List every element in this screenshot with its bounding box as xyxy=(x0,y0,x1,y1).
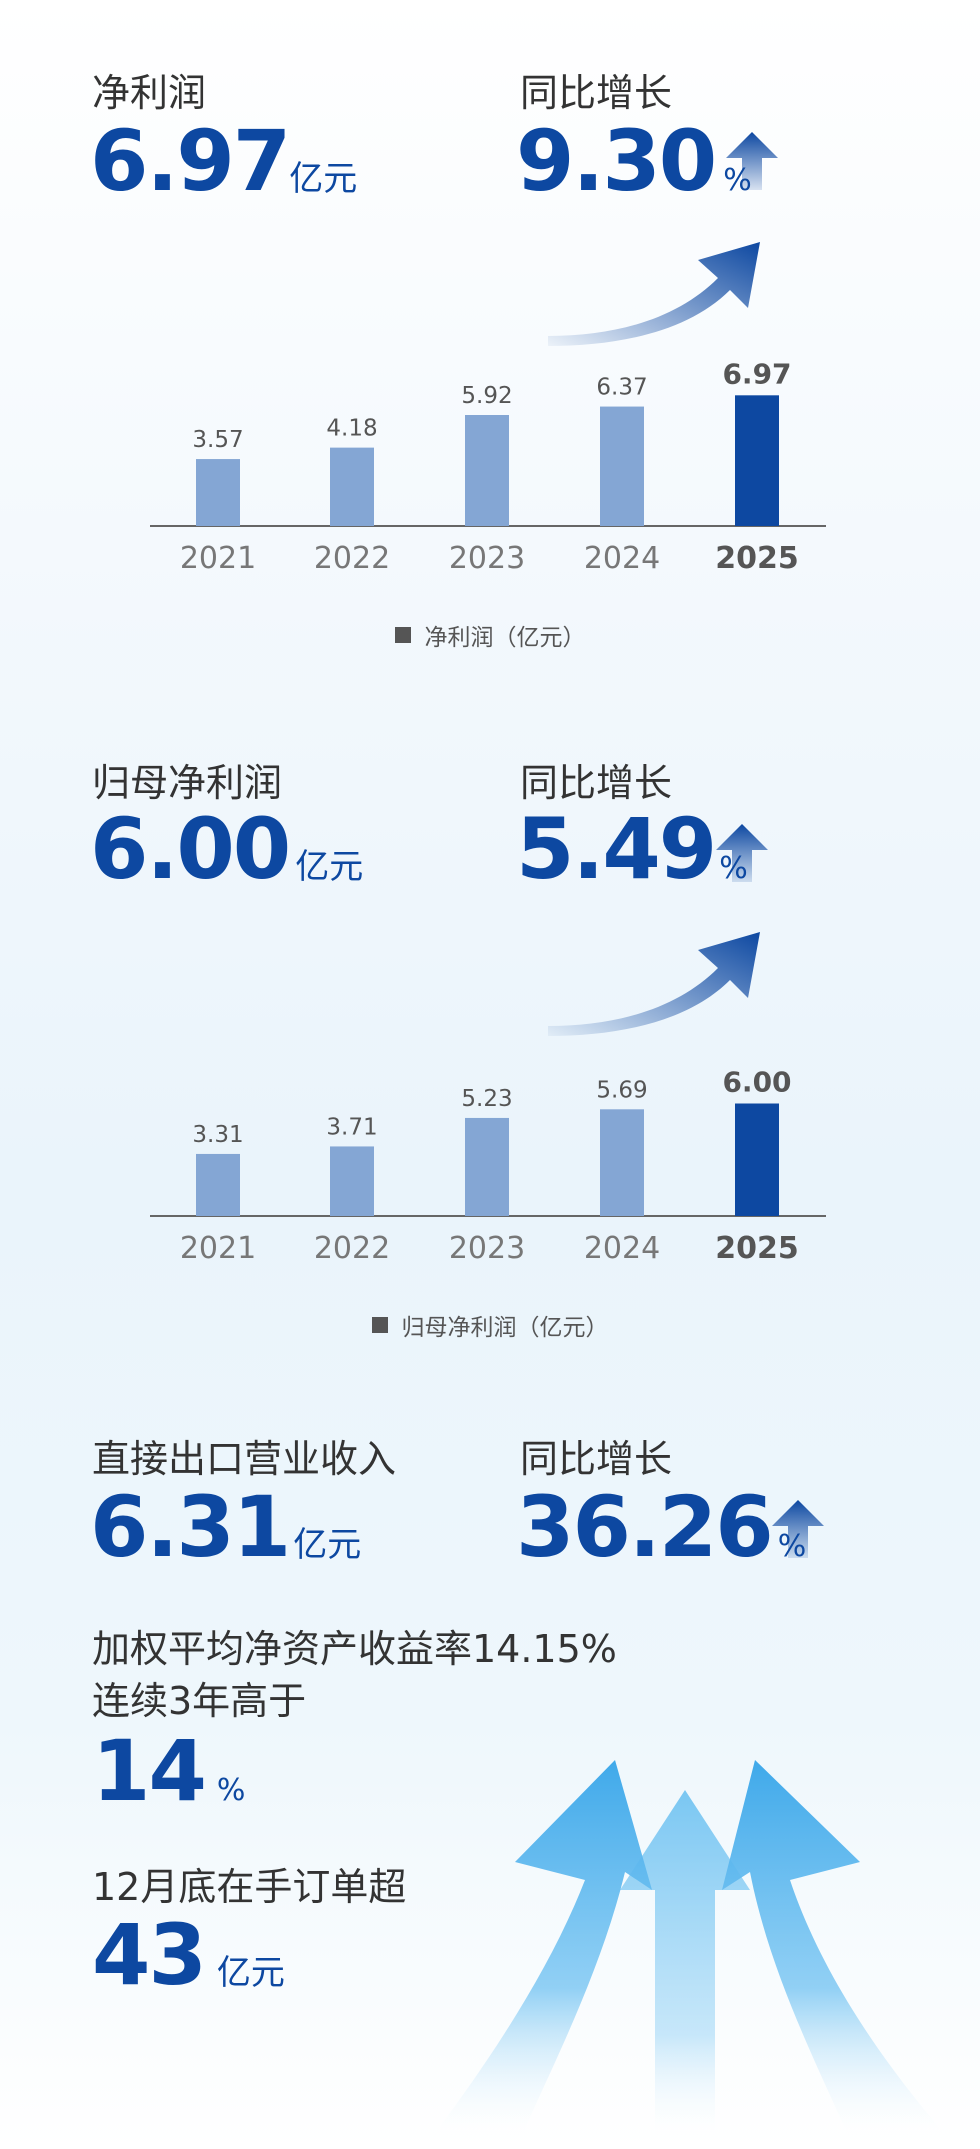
bar-value-label: 6.97 xyxy=(722,360,791,390)
orders-label: 12月底在手订单超 xyxy=(92,1865,407,1909)
bar-value-label: 3.71 xyxy=(326,1114,377,1140)
x-tick-label: 2021 xyxy=(180,1231,256,1266)
net-profit-label: 净利润 xyxy=(92,71,207,115)
parent-net-profit-chart: 3.31 2021 3.71 2022 5.23 2023 5.69 2024 6.00 2025 xyxy=(0,1050,980,1280)
bar-2022 xyxy=(330,1146,374,1216)
parent-net-profit-growth-label: 同比增长 xyxy=(520,761,673,805)
bar-value-label: 4.18 xyxy=(326,416,377,442)
parent-net-profit-legend: 归母净利润（亿元） xyxy=(0,1308,980,1342)
bar-value-label: 5.23 xyxy=(461,1086,512,1112)
growth-curve-arrow-icon xyxy=(548,932,760,1036)
x-tick-label: 2023 xyxy=(449,1231,525,1266)
bar-value-label: 5.69 xyxy=(596,1077,647,1103)
x-tick-label: 2021 xyxy=(180,541,256,576)
bar-2025 xyxy=(735,1103,779,1216)
bar-2022 xyxy=(330,447,374,526)
parent-net-profit-legend-label: 归母净利润（亿元） xyxy=(401,1315,609,1341)
roe-value-group: 14 % xyxy=(92,1722,245,1820)
bar-2025 xyxy=(735,395,779,526)
parent-net-profit-growth-group: 5.49 % xyxy=(516,800,748,898)
x-tick-label: 2024 xyxy=(584,1231,660,1266)
bar-value-label: 6.00 xyxy=(722,1066,791,1099)
net-profit-bar-chart: 3.57 2021 4.18 2022 5.92 2023 6.37 2024 6.97 2025 xyxy=(150,360,826,576)
orders-value: 43 xyxy=(92,1906,207,2004)
net-profit-growth-group: 9.30 % xyxy=(516,112,752,210)
x-tick-label: 2023 xyxy=(449,541,525,576)
export-revenue-label: 直接出口营业收入 xyxy=(92,1437,397,1481)
parent-net-profit-value-group: 6.00 亿元 xyxy=(90,800,363,898)
parent-net-profit-value: 6.00 xyxy=(90,800,291,898)
roe-value: 14 xyxy=(92,1722,207,1820)
x-tick-label: 2024 xyxy=(584,541,660,576)
export-revenue-value: 6.31 xyxy=(90,1478,291,1576)
x-tick-label: 2025 xyxy=(715,1231,799,1266)
export-revenue-growth-value: 36.26 xyxy=(516,1478,774,1576)
parent-net-profit-growth-value: 5.49 xyxy=(516,800,717,898)
net-profit-unit: 亿元 xyxy=(289,159,358,199)
parent-net-profit-bar-chart: 3.31 2021 3.71 2022 5.23 2023 5.69 2024 6.00 2025 xyxy=(150,1066,826,1266)
legend-swatch xyxy=(394,627,411,643)
bar-2024 xyxy=(600,1109,644,1216)
up-arrow-icon xyxy=(726,132,778,190)
roe-unit: % xyxy=(216,1773,246,1808)
orders-unit: 亿元 xyxy=(216,1953,285,1993)
net-profit-legend: 净利润（亿元） xyxy=(0,618,980,652)
bar-value-label: 3.57 xyxy=(192,427,243,453)
bar-value-label: 5.92 xyxy=(461,383,512,409)
bar-2023 xyxy=(465,1117,509,1216)
bar-value-label: 6.37 xyxy=(596,375,647,401)
bar-value-label: 3.31 xyxy=(192,1122,243,1148)
up-arrow-icon xyxy=(772,1500,824,1558)
x-tick-label: 2022 xyxy=(314,541,390,576)
x-tick-label: 2025 xyxy=(715,541,799,576)
roe-line-1: 加权平均净资产收益率14.15% xyxy=(92,1627,617,1671)
export-revenue-value-group: 6.31 亿元 xyxy=(90,1478,361,1576)
net-profit-legend-label: 净利润（亿元） xyxy=(424,625,586,651)
net-profit-value: 6.97 xyxy=(90,112,291,210)
parent-net-profit-unit: 亿元 xyxy=(295,847,364,887)
roe-line-2: 连续3年高于 xyxy=(92,1679,307,1723)
bar-2024 xyxy=(600,406,644,526)
bar-2023 xyxy=(465,415,509,526)
parent-net-profit-label: 归母净利润 xyxy=(92,761,283,805)
net-profit-growth-label: 同比增长 xyxy=(520,71,673,115)
x-tick-label: 2022 xyxy=(314,1231,390,1266)
export-revenue-unit: 亿元 xyxy=(293,1525,362,1565)
legend-swatch xyxy=(371,1317,388,1333)
net-profit-growth-value: 9.30 xyxy=(516,112,717,210)
export-revenue-growth-label: 同比增长 xyxy=(520,1437,673,1481)
bar-2021 xyxy=(196,459,240,526)
growth-curve-arrow-icon xyxy=(548,242,760,346)
net-profit-chart: 3.57 2021 4.18 2022 5.92 2023 6.37 2024 6.97 2025 xyxy=(0,360,980,590)
export-revenue-growth-group: 36.26 % xyxy=(516,1478,806,1576)
rising-arrows-decoration-icon xyxy=(430,1760,950,2140)
orders-value-group: 43 亿元 xyxy=(92,1906,285,2004)
up-arrow-icon xyxy=(716,824,768,882)
net-profit-value-group: 6.97 亿元 xyxy=(90,112,357,210)
bar-2021 xyxy=(196,1153,240,1216)
